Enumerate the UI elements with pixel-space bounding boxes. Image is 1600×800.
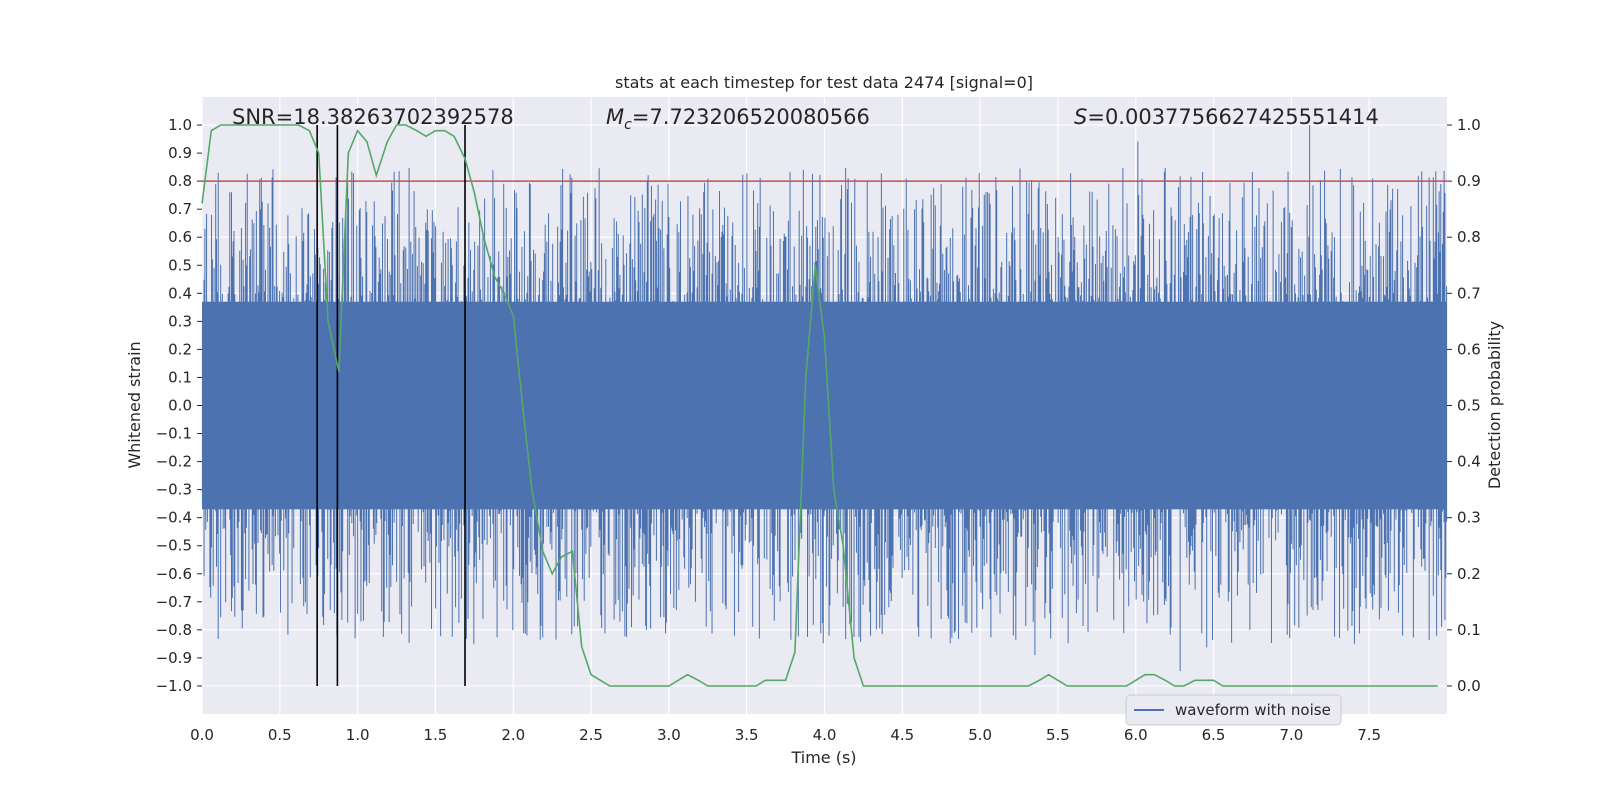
x-tick-label: 1.5 <box>424 726 448 744</box>
right-y-tick-label: 0.6 <box>1457 340 1481 358</box>
x-tick-label: 3.5 <box>735 726 759 744</box>
right-y-tick-label: 1.0 <box>1457 116 1481 134</box>
x-tick-label: 5.5 <box>1046 726 1070 744</box>
x-tick-label: 2.5 <box>579 726 603 744</box>
left-y-tick-label: −0.3 <box>156 481 192 499</box>
left-y-tick-label: 0.4 <box>168 284 192 302</box>
left-y-tick-label: −0.5 <box>156 537 192 555</box>
right-y-tick-label: 0.3 <box>1457 509 1481 527</box>
legend-label: waveform with noise <box>1175 701 1331 719</box>
left-y-tick-label: −0.2 <box>156 453 192 471</box>
chart-title: stats at each timestep for test data 247… <box>615 73 1033 92</box>
right-y-tick-label: 0.1 <box>1457 621 1481 639</box>
x-tick-label: 0.5 <box>268 726 292 744</box>
left-y-tick-label: 0.6 <box>168 228 192 246</box>
probability-line <box>201 124 1438 687</box>
left-y-tick-label: −0.7 <box>156 593 192 611</box>
left-y-tick-label: −0.6 <box>156 565 192 583</box>
left-y-tick-label: 0.2 <box>168 340 192 358</box>
left-y-axis-label: Whitened strain <box>125 341 144 468</box>
x-tick-label: 5.0 <box>968 726 992 744</box>
right-y-axis-label: Detection probability <box>1485 321 1504 489</box>
x-tick-label: 3.0 <box>657 726 681 744</box>
left-y-tick-labels: 1.0 0.9 0.8 0.7 0.6 0.5 0.4 0.3 0.2 0.1 0.0 −0.1 −0.… <box>156 116 202 695</box>
left-y-tick-label: −0.9 <box>156 649 192 667</box>
left-y-tick-label: 0.8 <box>168 172 192 190</box>
x-tick-label: 0.0 <box>190 726 214 744</box>
left-y-tick-label: 0.1 <box>168 368 192 386</box>
x-tick-label: 2.0 <box>501 726 525 744</box>
x-tick-label: 1.0 <box>346 726 370 744</box>
left-y-tick-label: −1.0 <box>156 677 192 695</box>
x-tick-label: 4.5 <box>890 726 914 744</box>
x-tick-label: 6.0 <box>1124 726 1148 744</box>
snr-annotation: SNR=18.38263702392578 <box>232 105 514 129</box>
left-y-tick-label: −0.1 <box>156 425 192 443</box>
chirp-mass-annotation: Mc=7.723206520080566 <box>606 105 870 133</box>
x-tick-label: 7.5 <box>1357 726 1381 744</box>
right-y-tick-label: 0.8 <box>1457 228 1481 246</box>
right-y-tick-label: 0.0 <box>1457 677 1481 695</box>
s-annotation: S=0.0037756627425551414 <box>1074 105 1379 129</box>
vertical-markers <box>316 125 466 686</box>
right-y-tick-label: 0.5 <box>1457 397 1481 415</box>
left-y-tick-label: 0.7 <box>168 200 192 218</box>
x-tick-label: 7.0 <box>1279 726 1303 744</box>
right-y-tick-label: 0.4 <box>1457 453 1481 471</box>
x-tick-label: 6.5 <box>1202 726 1226 744</box>
x-tick-labels: 0.0 0.5 1.0 1.5 2.0 2.5 3.0 3.5 4.0 4.5 5.0 5.5 6.0 6… <box>190 726 1381 744</box>
left-y-tick-label: −0.8 <box>156 621 192 639</box>
x-axis-label: Time (s) <box>790 748 856 767</box>
left-y-tick-label: −0.4 <box>156 509 192 527</box>
left-y-tick-label: 0.9 <box>168 144 192 162</box>
right-y-tick-labels: 1.0 0.9 0.8 0.7 0.6 0.5 0.4 0.3 0.2 0.1 0.0 <box>1447 116 1481 695</box>
legend: waveform with noise <box>1125 694 1342 726</box>
right-y-tick-label: 0.2 <box>1457 565 1481 583</box>
left-y-tick-label: 0.3 <box>168 312 192 330</box>
x-tick-label: 4.0 <box>813 726 837 744</box>
left-y-tick-label: 0.0 <box>168 397 192 415</box>
right-y-tick-label: 0.9 <box>1457 172 1481 190</box>
left-y-tick-label: 0.5 <box>168 256 192 274</box>
legend-box <box>1125 694 1342 726</box>
right-y-tick-label: 0.7 <box>1457 284 1481 302</box>
left-y-tick-label: 1.0 <box>168 116 192 134</box>
strain-line <box>201 125 1448 672</box>
